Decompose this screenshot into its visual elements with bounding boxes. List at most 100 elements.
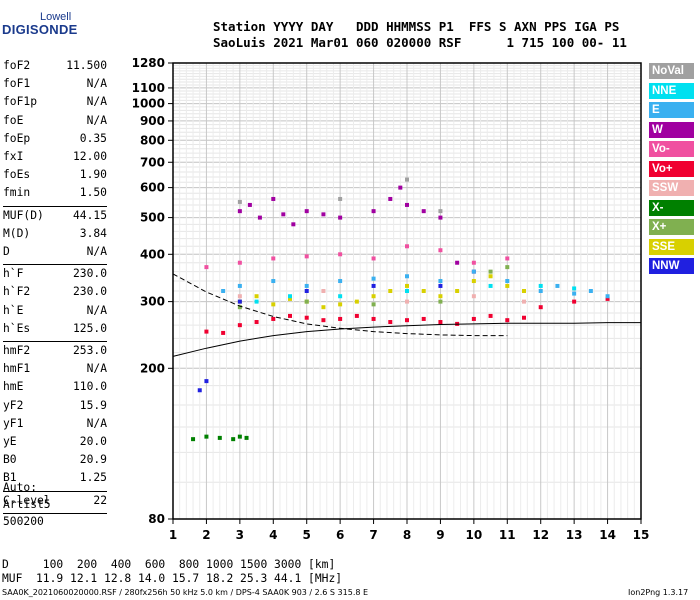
data-point — [438, 299, 443, 304]
x-tick-label: 11 — [499, 528, 516, 542]
data-point — [281, 212, 286, 217]
data-point — [338, 302, 343, 307]
data-point — [505, 279, 510, 284]
param-value: 110.0 — [72, 380, 107, 394]
param-value: 44.15 — [72, 208, 107, 222]
param-row-yf2: yF2 15.9 — [3, 399, 107, 417]
data-point — [271, 279, 276, 284]
data-point — [321, 318, 326, 323]
data-point — [237, 209, 242, 214]
data-point — [421, 316, 426, 321]
param-row-fxi: fxI 12.00 — [3, 150, 107, 168]
param-label: M(D) — [3, 226, 31, 240]
data-point — [438, 209, 443, 214]
data-point — [288, 313, 292, 318]
muf-distance-row: D 100 200 400 600 800 1000 1500 3000 [km… — [2, 558, 336, 571]
param-row-yf1: yF1 N/A — [3, 417, 107, 435]
param-value: 3.84 — [79, 226, 107, 240]
x-tick-label: 9 — [436, 528, 444, 542]
data-point — [244, 435, 249, 440]
data-point — [572, 291, 577, 296]
data-point — [221, 330, 226, 335]
data-point — [338, 279, 343, 284]
param-row-hmf1: hmF1 N/A — [3, 362, 107, 380]
param-separator — [3, 512, 107, 514]
x-tick-label: 7 — [369, 528, 377, 542]
y-tick-label: 500 — [140, 211, 165, 225]
legend-item-vo-: Vo+ — [649, 160, 694, 177]
data-point — [488, 313, 493, 318]
param-label: foEp — [3, 131, 31, 145]
axis-layer: 1 2 3 4 5 6 7 8 9 10 11 12 13 14 158020030040050060070… — [132, 56, 650, 542]
data-point — [588, 289, 593, 293]
param-value: 125.0 — [72, 321, 107, 335]
x-tick-label: 6 — [336, 528, 344, 542]
param-label: foF1 — [3, 77, 31, 91]
data-point — [204, 379, 209, 384]
trace-line-dashed — [172, 273, 508, 337]
param-row-hmf2: hmF2 253.0 — [3, 344, 107, 362]
data-point — [522, 299, 526, 304]
data-point — [371, 294, 376, 299]
param-value: N/A — [86, 362, 107, 376]
grid-layer — [172, 62, 642, 520]
autoscale-line-1: Auto: — [3, 481, 38, 494]
data-point — [237, 299, 242, 304]
data-point — [231, 437, 236, 442]
data-point — [237, 283, 242, 288]
data-point — [304, 299, 309, 304]
legend-item-x-: X- — [649, 199, 694, 216]
param-label: foEs — [3, 168, 31, 182]
data-point — [237, 294, 242, 299]
param-value: N/A — [86, 416, 107, 430]
legend-item-ssw: SSW — [649, 180, 694, 196]
logo-lowell: Lowell — [40, 11, 72, 23]
data-point — [405, 283, 409, 288]
data-point — [538, 305, 543, 310]
data-point — [304, 289, 309, 293]
param-row-foes: foEs 1.90 — [3, 168, 107, 186]
data-point — [605, 294, 610, 299]
param-row-hes: h`Es 125.0 — [3, 322, 107, 340]
x-tick-label: 8 — [403, 528, 411, 542]
param-row-foep: foEp 0.35 — [3, 132, 107, 150]
data-point — [288, 294, 292, 299]
data-point — [398, 185, 403, 190]
param-label: B0 — [3, 453, 17, 467]
data-point — [304, 283, 309, 288]
footer-file-info: SAA0K_2021060020000.RSF / 280fx256h 50 k… — [2, 588, 369, 597]
data-point — [405, 299, 409, 304]
data-point — [271, 196, 276, 201]
param-row-fof1: foF1 N/A — [3, 77, 107, 95]
data-point — [354, 313, 359, 318]
legend-item-x-: X+ — [649, 219, 694, 235]
data-point — [455, 260, 460, 265]
param-label: MUF(D) — [3, 208, 44, 222]
param-value: 253.0 — [72, 344, 107, 357]
param-label: foF1p — [3, 95, 38, 109]
param-label: h`F — [3, 267, 24, 281]
data-point — [321, 212, 326, 217]
param-label: D — [3, 245, 10, 258]
data-point — [572, 299, 577, 304]
data-point — [471, 279, 476, 284]
param-row-fmin: fmin 1.50 — [3, 186, 107, 204]
param-row-foe: foE N/A — [3, 114, 107, 132]
param-value: 20.9 — [79, 453, 107, 467]
param-value: 1.25 — [79, 471, 107, 485]
param-label: h`F2 — [3, 285, 31, 299]
data-point — [488, 283, 493, 288]
legend-item-sse: SSE — [649, 238, 694, 255]
param-row-fof2: foF2 11.500 — [3, 59, 107, 77]
legend-item-noval: NoVal — [649, 63, 694, 79]
y-tick-label: 300 — [140, 295, 165, 309]
x-tick-label: 12 — [532, 528, 549, 542]
param-value: 230.0 — [72, 285, 107, 299]
data-point — [405, 244, 409, 249]
data-point — [605, 296, 610, 301]
data-point — [488, 269, 493, 274]
data-point — [197, 388, 202, 393]
param-label: yE — [3, 435, 17, 448]
param-value: N/A — [86, 95, 107, 109]
header-line-2: SaoLuis 2021 Mar01 060 020000 RSF 1 715 … — [213, 35, 627, 50]
